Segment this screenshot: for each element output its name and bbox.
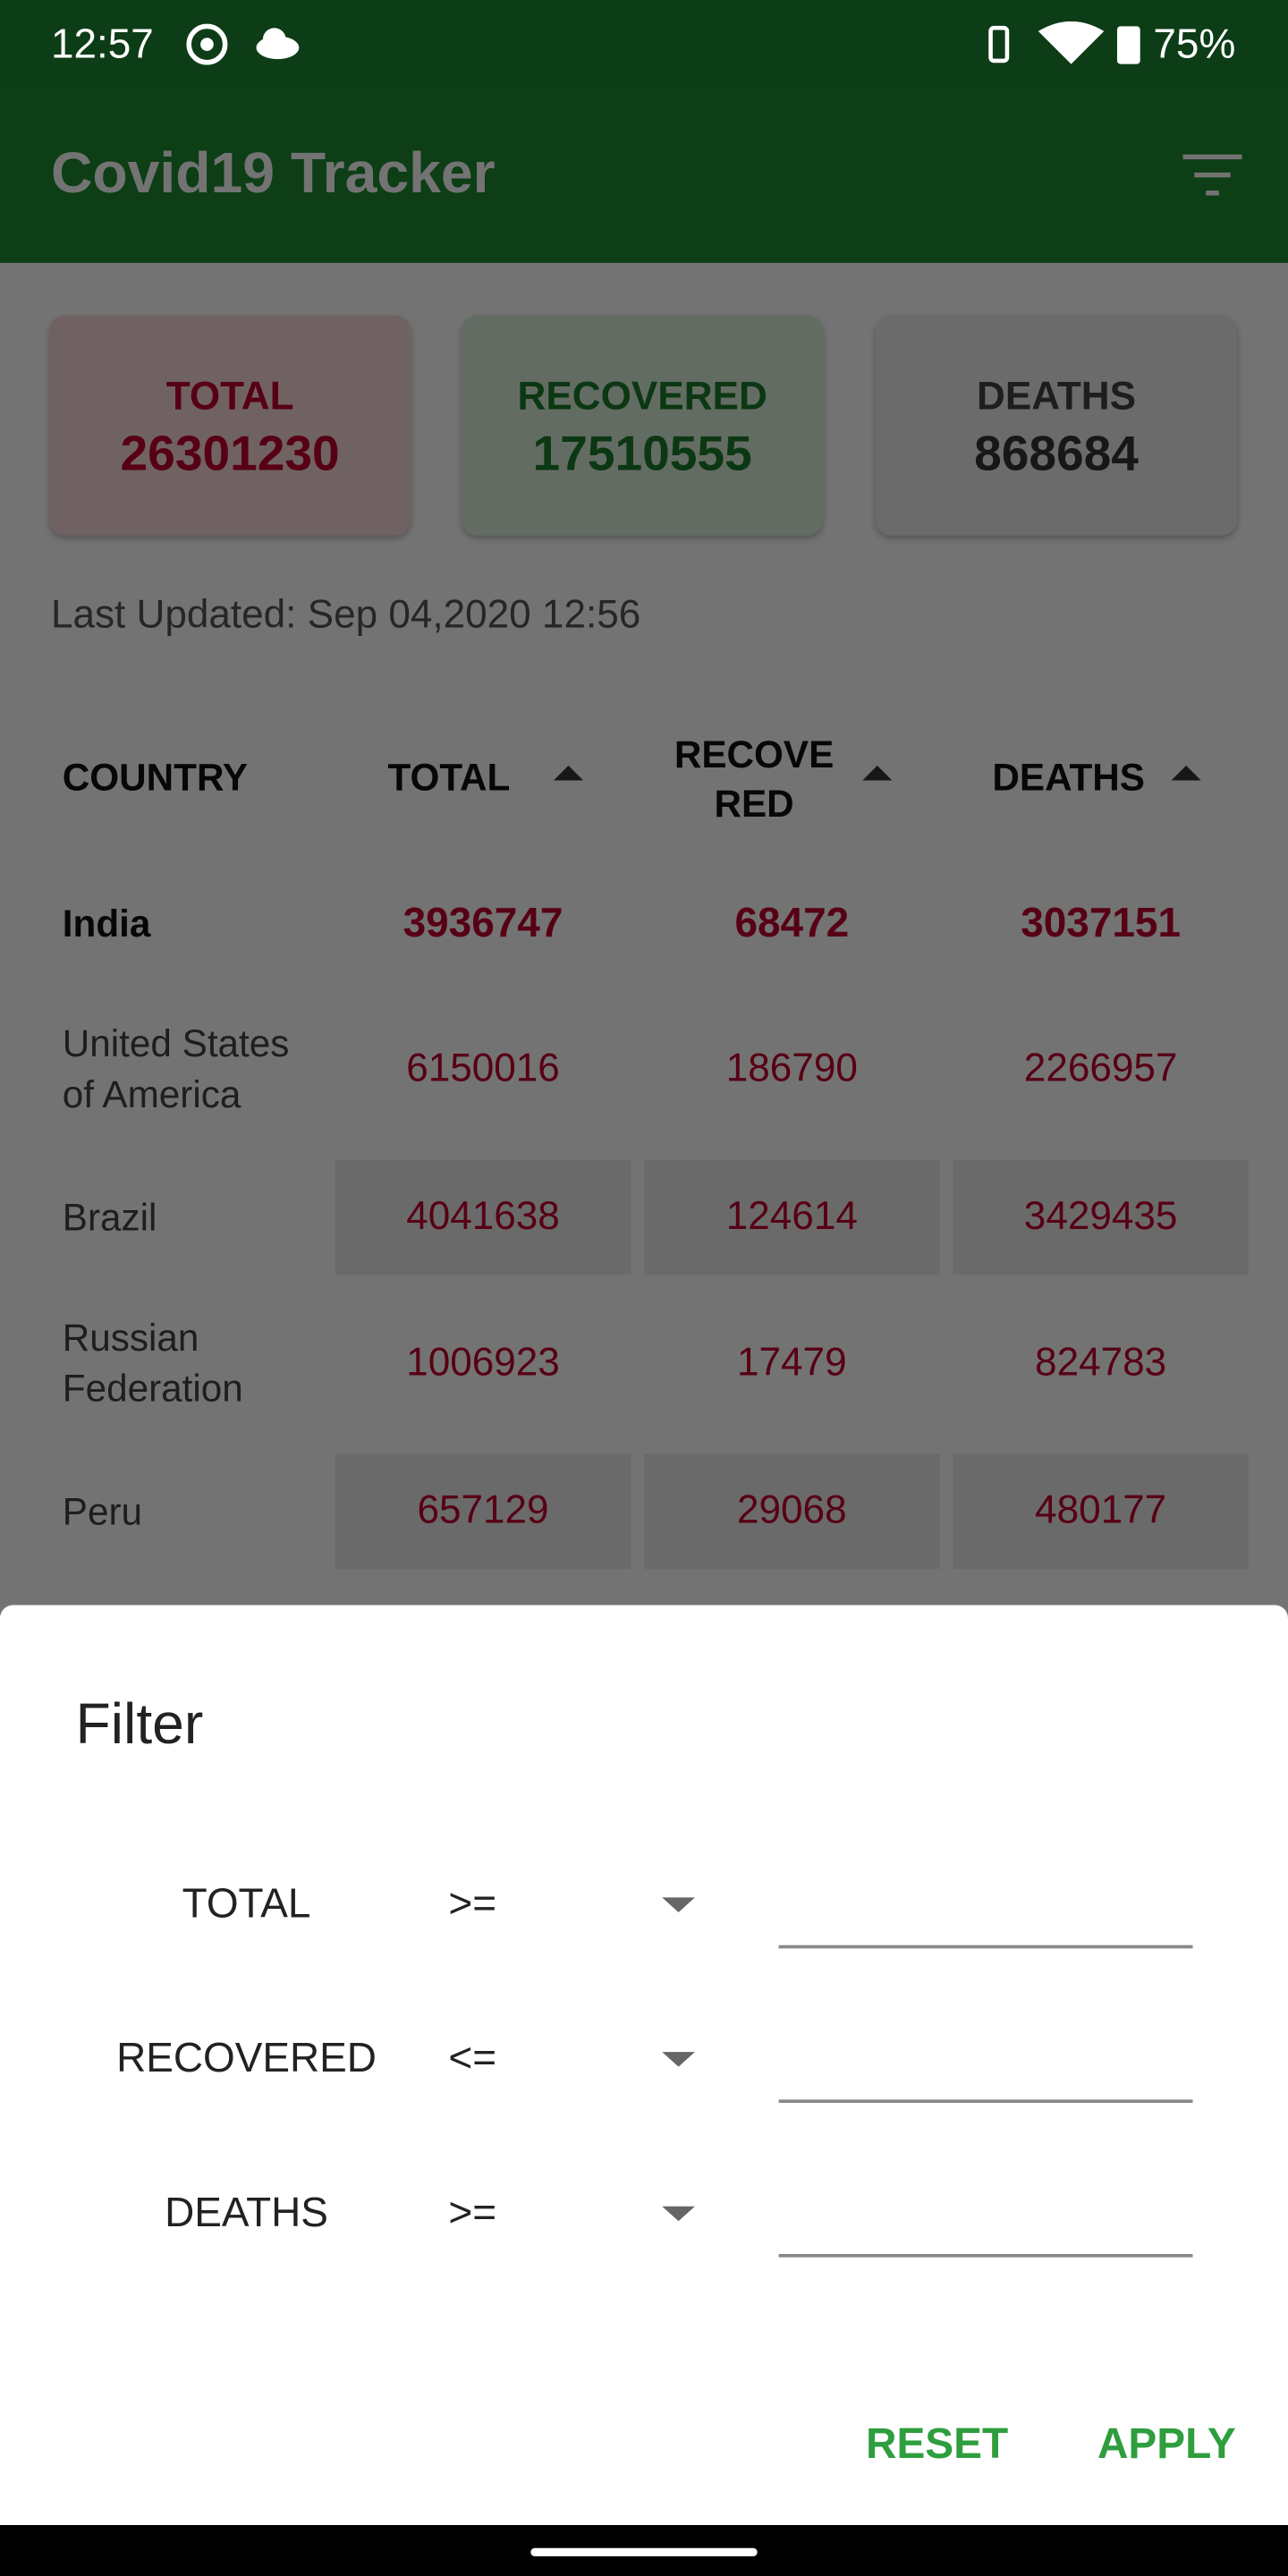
filter-operator[interactable]: >=	[448, 2190, 497, 2236]
filter-operator[interactable]: >=	[448, 1881, 497, 1928]
status-time: 12:57	[50, 21, 154, 68]
status-icons	[186, 23, 300, 65]
filter-field: TOTAL	[182, 1881, 311, 1928]
battery-level: 75%	[1153, 21, 1236, 68]
dialog-title: Filter	[75, 1691, 204, 1757]
dropdown-arrow[interactable]	[662, 2206, 695, 2222]
reset-button[interactable]: RESET	[865, 2418, 1009, 2468]
apply-button[interactable]: APPLY	[1097, 2418, 1236, 2468]
value-input[interactable]	[778, 2099, 1193, 2104]
dropdown-arrow[interactable]	[662, 2052, 695, 2067]
filter-operator[interactable]: <=	[448, 2035, 497, 2082]
value-input[interactable]	[778, 1945, 1193, 1949]
filter-field: RECOVERED	[116, 2035, 377, 2082]
system-icons	[988, 21, 1140, 64]
filter-field: DEATHS	[165, 2190, 328, 2236]
home-handle[interactable]	[530, 2547, 758, 2556]
value-input[interactable]	[778, 2254, 1193, 2258]
dropdown-arrow[interactable]	[662, 1897, 695, 1912]
filter-dialog	[0, 1605, 1288, 2526]
